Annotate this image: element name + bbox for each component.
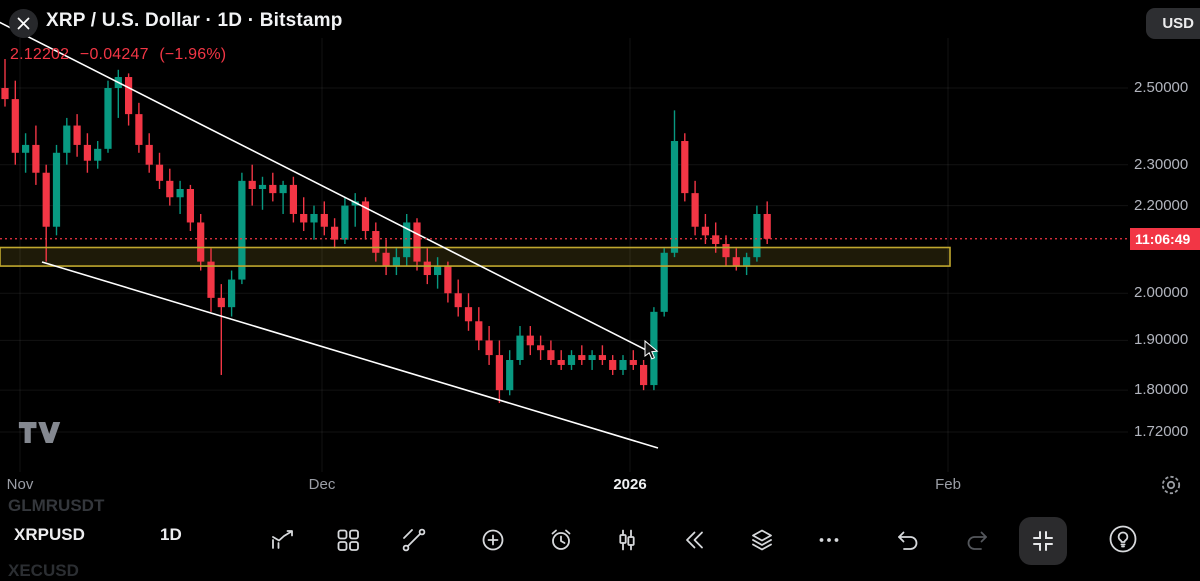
alerts-button[interactable] (547, 526, 575, 554)
chart-title: XRP / U.S. Dollar · 1D · Bitstamp (46, 10, 343, 31)
price-axis-label: 2.20000 (1134, 196, 1189, 214)
time-axis[interactable]: Nov Dec 2026 Feb (0, 476, 1200, 498)
symbol-button[interactable]: XRPUSD (14, 525, 85, 544)
chart-style-icon (272, 530, 293, 549)
watchlist-item-peek[interactable]: GLMRUSDT (8, 496, 105, 515)
candlestick-chart[interactable] (0, 0, 1200, 510)
add-button[interactable] (479, 526, 507, 554)
chart-style-button[interactable] (269, 526, 297, 554)
price-axis-label: 1.80000 (1134, 381, 1189, 399)
layers-icon (752, 529, 772, 551)
drawings-button[interactable] (400, 526, 428, 554)
alert-clock-icon (551, 529, 571, 550)
time-axis-label: Dec (308, 476, 336, 493)
close-icon (17, 17, 30, 30)
rewind-icon (686, 531, 703, 549)
plus-circle-icon (482, 529, 504, 551)
more-options-button[interactable] (815, 526, 843, 554)
price-axis-label: 1.90000 (1134, 331, 1189, 349)
last-price: 2.12202 (10, 46, 70, 63)
bar-settings-button[interactable] (613, 526, 641, 554)
price-row: 2.12202 −0.04247 (−1.96%) (10, 46, 232, 64)
layout-grid-icon (337, 529, 359, 551)
close-button[interactable] (9, 9, 38, 38)
ellipsis-icon (819, 538, 839, 542)
lightbulb-circle-icon (1109, 525, 1137, 553)
minimize-chart-button[interactable] (1019, 517, 1067, 565)
price-change: −0.04247 (79, 46, 149, 63)
tradingview-logo (18, 421, 61, 444)
time-axis-label: 2026 (613, 476, 647, 493)
replay-button[interactable] (680, 526, 708, 554)
object-tree-button[interactable] (748, 526, 776, 554)
time-axis-label: Feb (935, 476, 961, 493)
price-axis-label: 2.30000 (1134, 155, 1189, 173)
ideas-button[interactable] (1106, 522, 1140, 556)
price-axis-label: 1.72000 (1134, 422, 1189, 440)
currency-button[interactable]: USD (1146, 8, 1200, 39)
bottom-toolbar: XRPUSD 1D (0, 514, 1200, 574)
price-axis[interactable]: 2.50000 2.30000 2.20000 2.00000 1.90000 1.800… (1132, 0, 1200, 510)
redo-icon (967, 531, 987, 550)
bar-settings-icon (619, 529, 635, 551)
price-axis-label: 2.50000 (1134, 79, 1189, 96)
mouse-cursor (644, 339, 659, 360)
countdown-badge: 11:06:49 (1130, 227, 1200, 250)
price-change-pct: (−1.96%) (159, 46, 227, 63)
layout-grid-button[interactable] (334, 526, 362, 554)
interval-button[interactable]: 1D (160, 525, 182, 544)
undo-icon (898, 531, 918, 550)
chart-settings-icon[interactable] (1158, 472, 1184, 498)
price-axis-label: 2.00000 (1134, 284, 1189, 302)
drawings-icon (402, 528, 426, 552)
collapse-corners-icon (1033, 531, 1053, 551)
redo-button[interactable] (963, 526, 991, 554)
undo-button[interactable] (894, 526, 922, 554)
time-axis-label: Nov (6, 476, 34, 493)
